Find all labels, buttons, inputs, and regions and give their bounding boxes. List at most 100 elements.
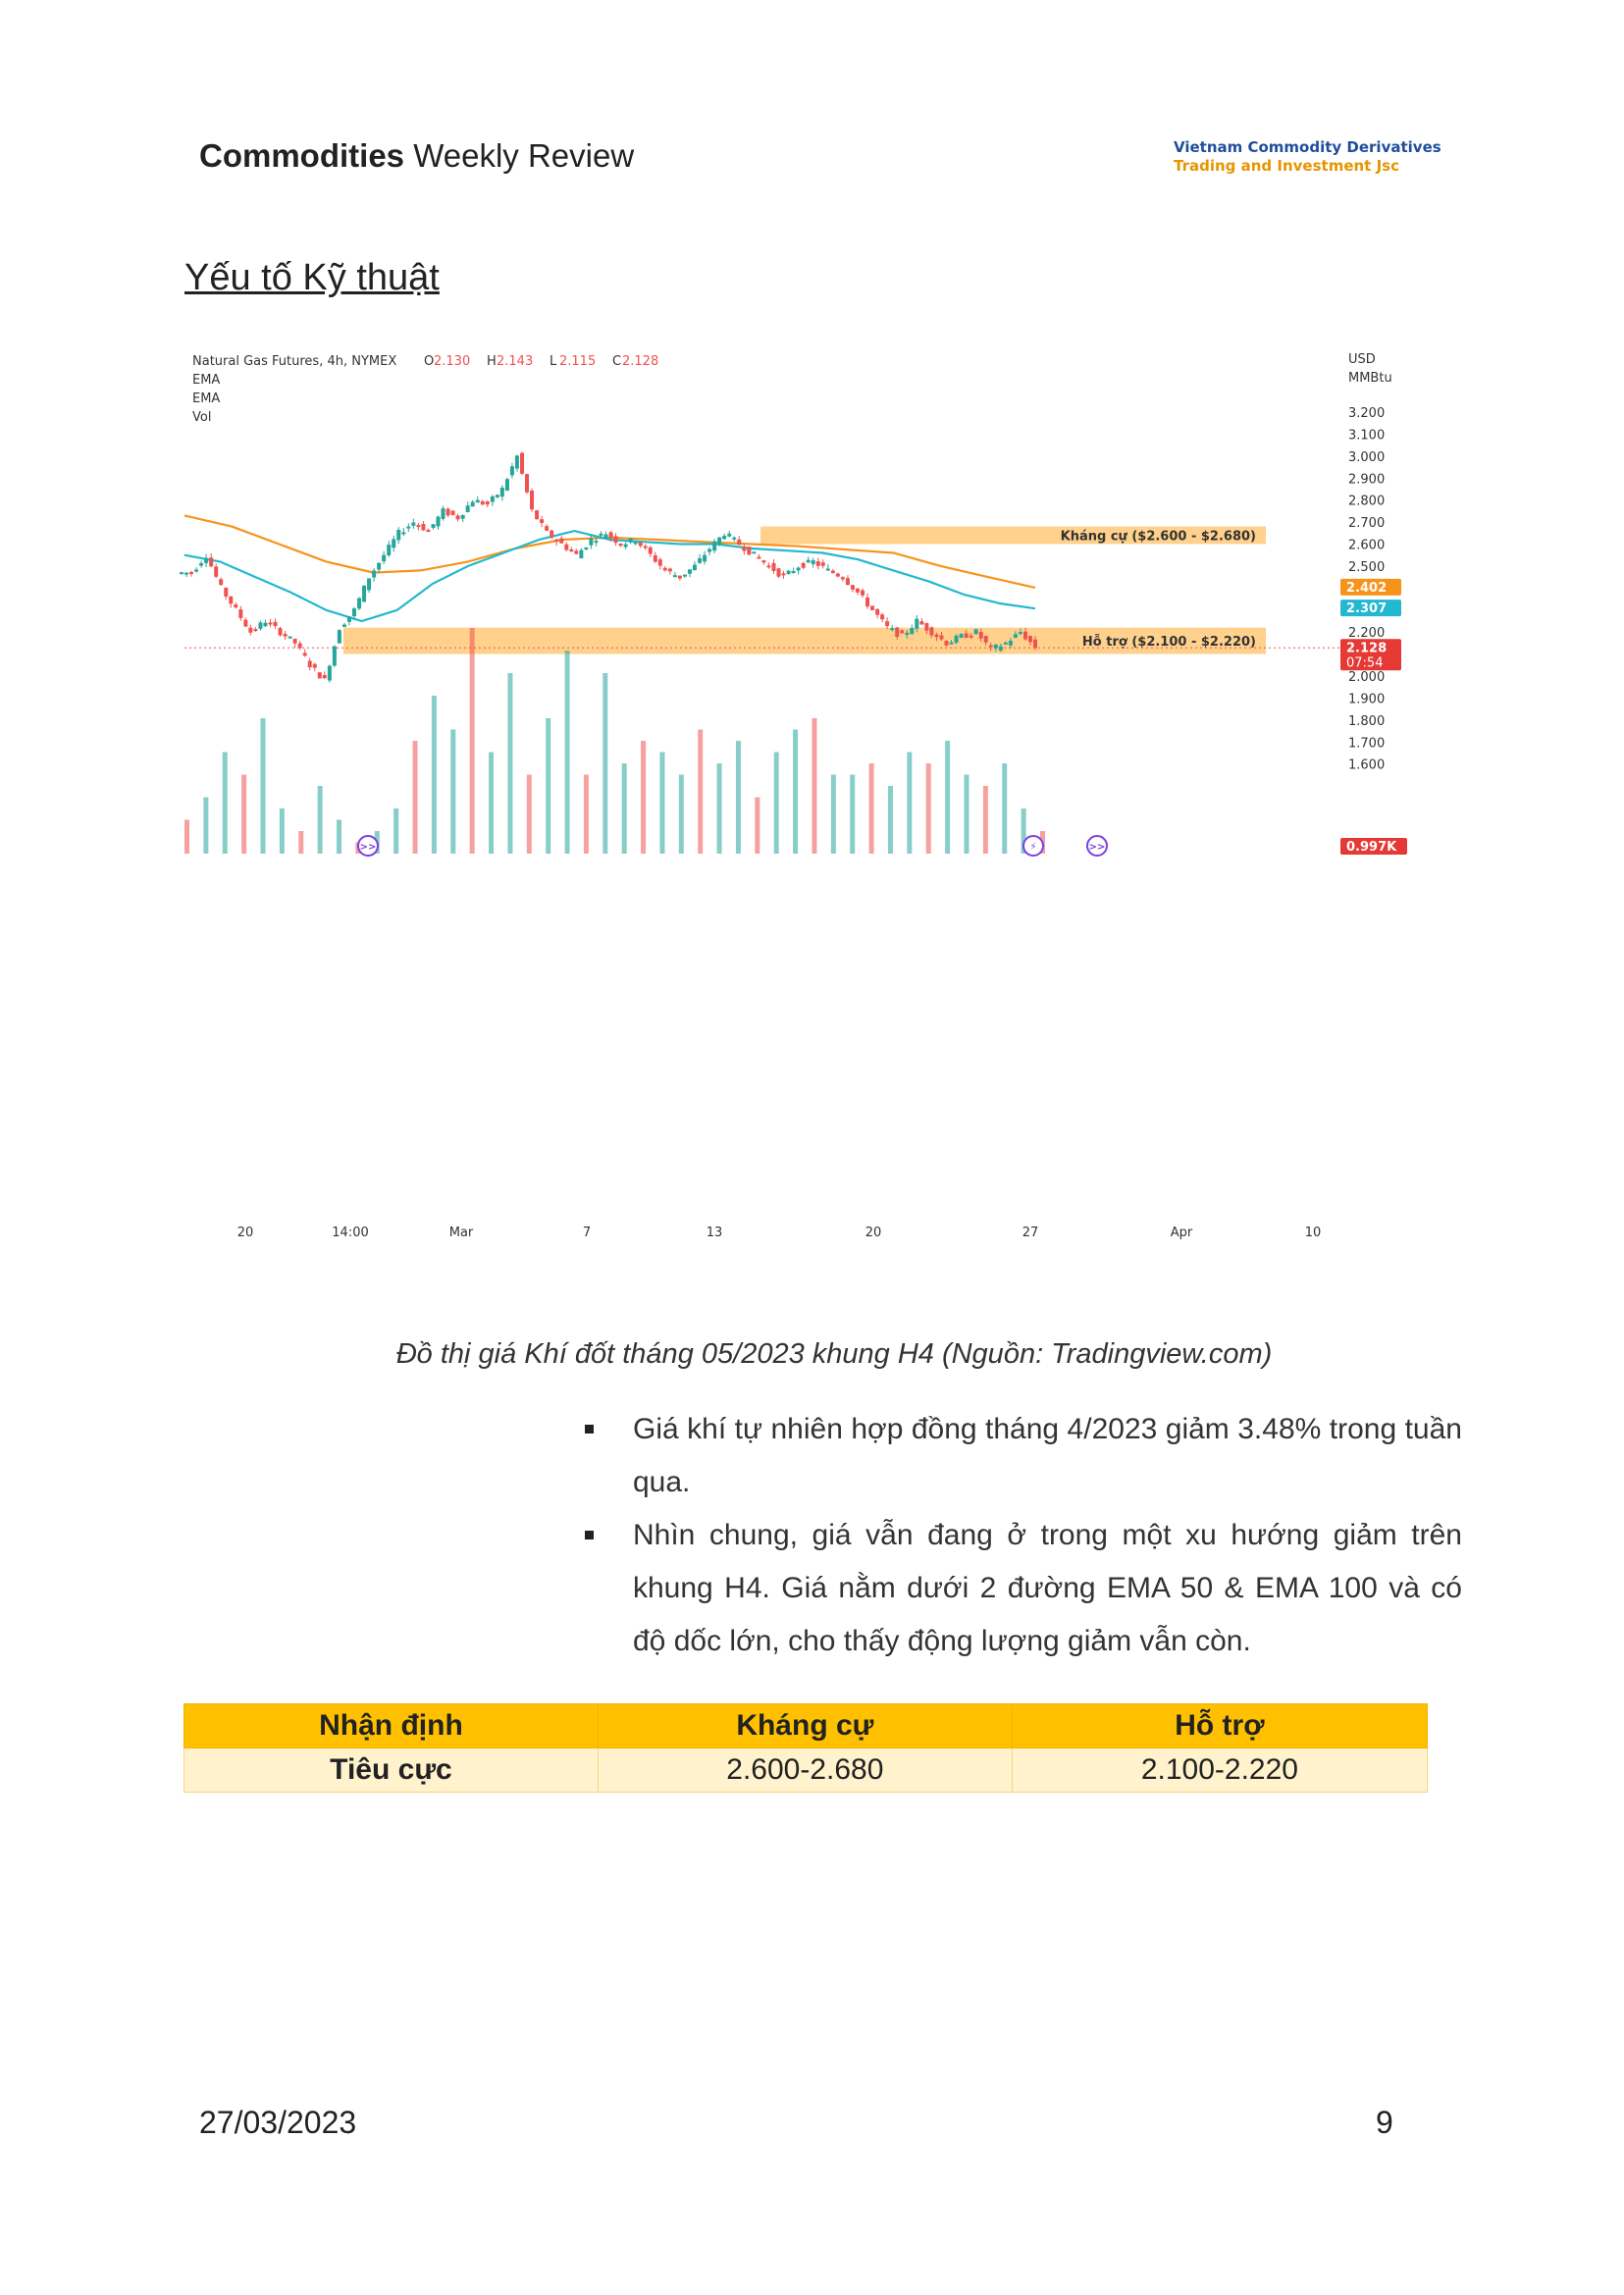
candle-body bbox=[747, 547, 752, 555]
candle-body bbox=[757, 556, 761, 559]
candle-body bbox=[648, 547, 653, 554]
candle-body bbox=[653, 554, 657, 562]
candle-body bbox=[351, 608, 356, 617]
candle-body bbox=[895, 627, 900, 637]
candle-body bbox=[504, 479, 509, 491]
candle-body bbox=[717, 537, 722, 545]
volume-bar bbox=[773, 752, 779, 854]
candle-body bbox=[401, 532, 406, 535]
price-tick-label: 3.200 bbox=[1348, 406, 1385, 421]
volume-bar bbox=[1002, 763, 1008, 854]
legend-indicator: Vol bbox=[192, 410, 211, 425]
candle-body bbox=[643, 546, 648, 548]
candle-body bbox=[618, 544, 623, 547]
legend-ohlc-label: L bbox=[550, 354, 557, 369]
price-tick-label: 2.700 bbox=[1348, 516, 1385, 531]
price-badge-timer: 07:54 bbox=[1346, 655, 1383, 670]
candle-body bbox=[194, 569, 199, 572]
candle-body bbox=[861, 590, 865, 596]
volume-bar bbox=[450, 729, 456, 854]
candle-body bbox=[450, 510, 455, 515]
candle-body bbox=[337, 630, 341, 644]
event-marker-glyph: ⚡ bbox=[1029, 842, 1036, 853]
price-tick-label: 1.900 bbox=[1348, 692, 1385, 706]
candle-body bbox=[998, 646, 1003, 652]
price-tick-label: 2.200 bbox=[1348, 626, 1385, 641]
candle-body bbox=[426, 530, 431, 533]
candle-body bbox=[628, 538, 633, 543]
candle-body bbox=[752, 551, 757, 554]
volume-bar bbox=[203, 797, 209, 854]
candle-body bbox=[712, 541, 717, 551]
volume-bar bbox=[659, 752, 665, 854]
candle-body bbox=[514, 455, 519, 469]
x-tick-label: Apr bbox=[1171, 1226, 1193, 1240]
price-badge bbox=[1340, 600, 1401, 617]
price-tick-label: 2.000 bbox=[1348, 670, 1385, 685]
candle-body bbox=[870, 605, 875, 610]
logo-line-2: Trading and Investment Jsc bbox=[1174, 157, 1399, 175]
candle-body bbox=[234, 604, 238, 608]
candle-body bbox=[377, 562, 382, 570]
candle-body bbox=[382, 554, 387, 562]
volume-bar bbox=[546, 718, 551, 854]
candle-body bbox=[574, 550, 579, 554]
volume-bar bbox=[793, 729, 799, 854]
candle-body bbox=[820, 562, 825, 566]
price-tick-label: 1.600 bbox=[1348, 758, 1385, 773]
bullet-item: Nhìn chung, giá vẫn đang ở trong một xu … bbox=[579, 1509, 1462, 1668]
candle-body bbox=[372, 570, 377, 578]
candle-body bbox=[525, 474, 530, 493]
report-title-bold: Commodities bbox=[199, 137, 405, 174]
candle-body bbox=[248, 627, 253, 633]
candle-body bbox=[327, 665, 332, 681]
candle-body bbox=[707, 548, 712, 552]
candle-body bbox=[332, 646, 337, 666]
candle-body bbox=[559, 538, 564, 544]
candle-body bbox=[692, 564, 697, 571]
candle-body bbox=[905, 632, 910, 635]
x-tick-label: 14:00 bbox=[332, 1226, 368, 1240]
candle-body bbox=[964, 633, 969, 638]
candle-body bbox=[480, 500, 485, 505]
candle-body bbox=[988, 645, 993, 648]
candle-body bbox=[307, 660, 312, 668]
candle-body bbox=[530, 491, 535, 510]
ema-slow-line bbox=[183, 514, 1036, 589]
event-marker-glyph: >> bbox=[360, 842, 377, 853]
price-tick-label: 1.800 bbox=[1348, 714, 1385, 729]
price-badge bbox=[1340, 578, 1401, 596]
candle-body bbox=[475, 499, 480, 503]
volume-bar bbox=[298, 831, 304, 854]
candle-body bbox=[357, 598, 362, 609]
event-marker-icon bbox=[357, 835, 379, 857]
zone-label: Hỗ trợ ($2.100 - $2.220) bbox=[1082, 635, 1256, 650]
candle-body bbox=[603, 534, 608, 539]
candle-body bbox=[677, 575, 682, 579]
candle-body bbox=[949, 642, 954, 645]
candle-body bbox=[283, 634, 288, 637]
candle-body bbox=[959, 634, 964, 638]
candle-body bbox=[204, 557, 209, 563]
candle-body bbox=[737, 539, 742, 546]
volume-bar bbox=[393, 808, 399, 854]
candle-body bbox=[322, 675, 327, 679]
candle-body bbox=[835, 573, 840, 577]
volume-badge-text: 0.997K bbox=[1346, 840, 1397, 855]
candle-body bbox=[657, 559, 662, 566]
candle-body bbox=[545, 526, 550, 531]
candle-body bbox=[569, 548, 574, 551]
volume-bar bbox=[716, 763, 722, 854]
candle-body bbox=[594, 541, 599, 544]
candle-body bbox=[1018, 632, 1022, 635]
price-badge-text: 2.402 bbox=[1346, 581, 1387, 596]
summary-table: Nhận định Kháng cự Hỗ trợ Tiêu cực 2.600… bbox=[183, 1703, 1429, 1793]
volume-bar bbox=[222, 752, 228, 854]
candle-body bbox=[224, 588, 229, 597]
candle-body bbox=[667, 568, 672, 572]
candle-body bbox=[302, 652, 307, 656]
candle-body bbox=[983, 636, 988, 643]
legend-ohlc-value: 2.115 bbox=[559, 354, 596, 369]
bullet-item: Giá khí tự nhiên hợp đồng tháng 4/2023 g… bbox=[579, 1403, 1462, 1509]
candle-body bbox=[732, 537, 737, 540]
